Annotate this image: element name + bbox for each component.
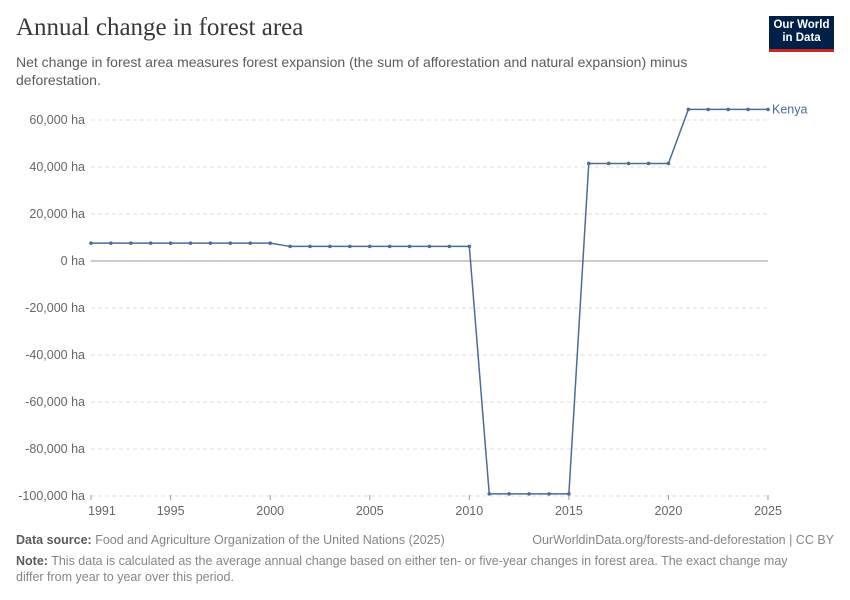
y-tick-label: -100,000 ha	[18, 489, 85, 503]
x-tick-label: 2005	[356, 504, 384, 518]
data-point	[208, 241, 213, 245]
data-point	[527, 492, 531, 496]
data-point	[288, 244, 292, 249]
chart-subtitle: Net change in forest area measures fores…	[16, 54, 688, 88]
y-tick-label: 0 ha	[61, 254, 85, 268]
y-tick-label: -20,000 ha	[25, 301, 85, 315]
data-point	[308, 244, 312, 249]
x-tick-label: 2020	[655, 504, 683, 518]
data-source: Data source: Food and Agriculture Organi…	[16, 533, 445, 547]
line-chart: 60,000 ha 40,000 ha 20,000 ha 0 ha -20,000 h…	[18, 102, 807, 518]
data-point	[168, 241, 173, 245]
data-point	[547, 492, 551, 496]
data-point	[666, 161, 671, 166]
x-tick-label: 2025	[754, 504, 782, 518]
data-point	[447, 244, 452, 249]
data-point	[507, 492, 511, 496]
source-text: Food and Agriculture Organization of the…	[95, 533, 445, 547]
source-url[interactable]: OurWorldinData.org/forests-and-deforesta…	[532, 533, 834, 547]
chart-title: Annual change in forest area	[16, 14, 304, 41]
data-point	[148, 241, 153, 245]
data-point	[706, 107, 711, 112]
data-point	[427, 244, 432, 249]
x-tick-label: 2000	[256, 504, 284, 518]
note-text: This data is calculated as the average a…	[16, 554, 788, 584]
data-point	[387, 244, 392, 249]
x-tick-label: 2010	[455, 504, 483, 518]
data-point	[248, 241, 253, 245]
data-point	[188, 241, 193, 245]
note-label: Note:	[16, 554, 48, 568]
data-point	[686, 107, 691, 112]
x-tick-label: 1991	[88, 504, 116, 518]
y-tick-label: -60,000 ha	[25, 395, 85, 409]
data-point	[467, 244, 472, 249]
data-point	[228, 241, 233, 245]
data-point	[328, 244, 332, 249]
data-point	[586, 161, 591, 166]
data-point	[626, 161, 631, 166]
y-tick-label: 60,000 ha	[29, 113, 85, 127]
data-point	[766, 107, 770, 112]
data-point	[726, 107, 730, 112]
data-point	[129, 241, 133, 245]
x-tick-label: 1995	[157, 504, 185, 518]
data-point	[567, 492, 571, 496]
data-point	[606, 161, 611, 166]
data-point	[348, 244, 352, 249]
y-tick-label: 40,000 ha	[29, 160, 85, 174]
data-point	[407, 244, 412, 249]
data-point	[109, 241, 113, 245]
source-label: Data source:	[16, 533, 92, 547]
series-label: Kenya	[772, 102, 807, 116]
data-point	[646, 161, 651, 166]
data-point	[367, 244, 372, 249]
y-tick-label: 20,000 ha	[29, 207, 85, 221]
y-tick-label: -40,000 ha	[25, 348, 85, 362]
data-point	[89, 241, 93, 245]
data-point	[268, 241, 273, 245]
owid-logo[interactable]: Our World in Data	[769, 16, 834, 52]
x-tick-label: 2015	[555, 504, 583, 518]
data-point	[746, 107, 750, 112]
data-point	[487, 492, 492, 496]
y-tick-label: -80,000 ha	[25, 442, 85, 456]
note: Note: This data is calculated as the ave…	[16, 553, 806, 585]
